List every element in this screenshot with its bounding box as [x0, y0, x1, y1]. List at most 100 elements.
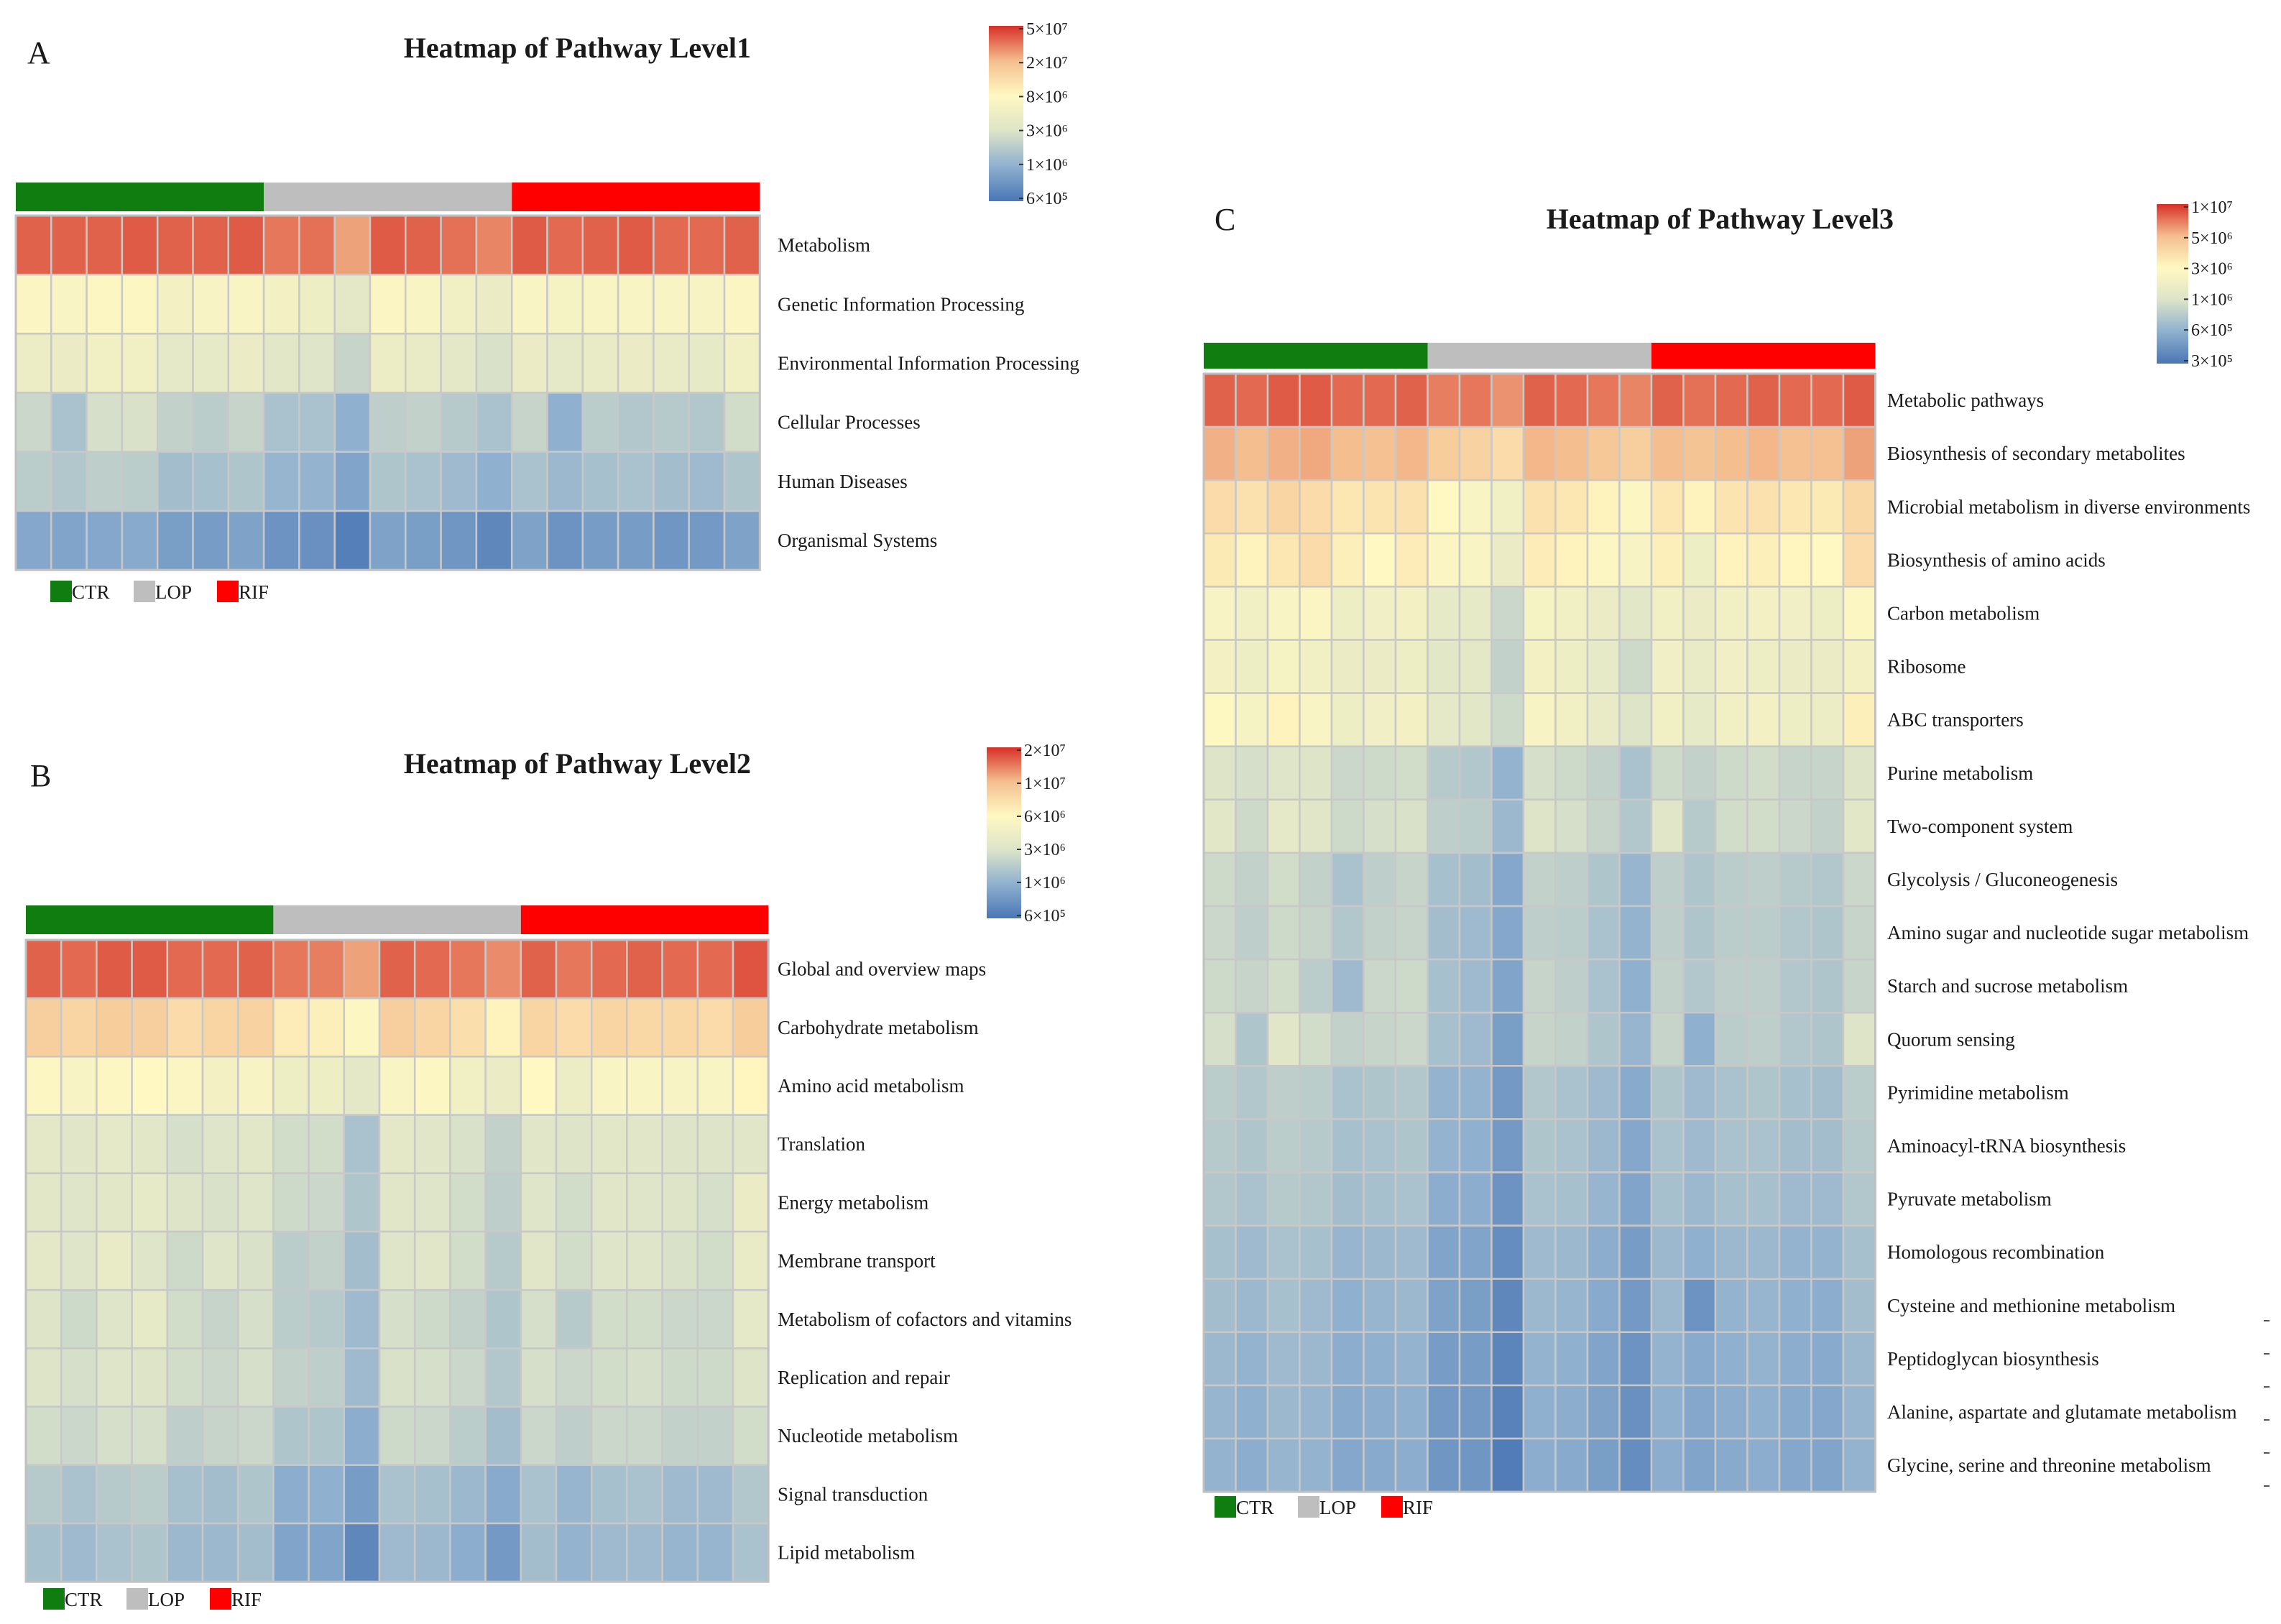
heatmap-cell: [369, 273, 407, 335]
heatmap-cell: [1554, 852, 1589, 908]
heatmap-cell: [1618, 905, 1653, 961]
heatmap-cell: [298, 273, 336, 335]
heatmap-cell: [1650, 1065, 1685, 1120]
heatmap-cell: [1363, 586, 1397, 641]
heatmap-cell: [1266, 905, 1301, 961]
heatmap-cell: [1778, 425, 1812, 481]
heatmap-cell: [696, 1230, 734, 1291]
heatmap-cell: [1682, 798, 1717, 854]
heatmap-cell: [1330, 586, 1365, 641]
heatmap-cell: [1522, 1065, 1557, 1120]
heatmap-cell: [1778, 1437, 1812, 1493]
heatmap-cell: [1554, 745, 1589, 801]
heatmap-cell: [1650, 1278, 1685, 1334]
heatmap-cell: [1266, 1065, 1301, 1120]
row-label: Organismal Systems: [778, 530, 937, 551]
heatmap-cell: [96, 997, 133, 1058]
heatmap-cell: [510, 509, 548, 571]
legend-label-lop: LOP: [148, 1589, 185, 1610]
heatmap-cell: [1714, 425, 1748, 481]
legend-label-rif: RIF: [1403, 1497, 1433, 1518]
heatmap-cell: [1330, 479, 1365, 535]
heatmap-cell: [1586, 1384, 1621, 1440]
heatmap-cell: [378, 997, 416, 1058]
heatmap-cell: [1394, 372, 1429, 428]
heatmap-cell: [1330, 532, 1365, 588]
heatmap-cell: [1235, 852, 1269, 908]
heatmap-cell: [1842, 1278, 1876, 1334]
heatmap-cell: [1618, 1278, 1653, 1334]
heatmap-cell: [1842, 639, 1876, 694]
heatmap-cell: [1810, 1278, 1845, 1334]
heatmap-cell: [1842, 532, 1876, 588]
heatmap-cell: [24, 1464, 63, 1525]
heatmap-cell: [1427, 479, 1461, 535]
heatmap-cell: [201, 1056, 239, 1116]
heatmap-cell: [369, 509, 407, 571]
heatmap-cell: [192, 451, 230, 512]
legend-swatch-ctr: [50, 581, 72, 602]
heatmap-cell: [1842, 905, 1876, 961]
heatmap-cell: [484, 1172, 522, 1233]
heatmap-cell: [617, 451, 655, 512]
colorbar-tick-label: 5×10⁶: [2191, 229, 2233, 248]
heatmap-cell: [272, 938, 310, 1000]
heatmap-cell: [546, 451, 584, 512]
heatmap-cell: [661, 1172, 699, 1233]
heatmap-cell: [510, 333, 548, 394]
row-label: Quorum sensing: [1887, 1028, 2015, 1050]
heatmap-cell: [156, 214, 194, 276]
heatmap-cell: [192, 392, 230, 453]
heatmap-cell: [1427, 745, 1461, 801]
heatmap-cell: [405, 451, 442, 512]
heatmap-cell: [1650, 425, 1685, 481]
heatmap-cell: [1746, 692, 1781, 747]
row-label: Alanine, aspartate and glutamate metabol…: [1887, 1401, 2237, 1423]
heatmap-cell: [1810, 1437, 1845, 1493]
heatmap-cell: [131, 1406, 169, 1467]
heatmap-cell: [24, 1172, 63, 1233]
heatmap-cell: [617, 333, 655, 394]
legend-label-ctr: CTR: [72, 581, 110, 603]
heatmap-cell: [405, 392, 442, 453]
heatmap-cell: [449, 1406, 487, 1467]
heatmap-cell: [1330, 1118, 1365, 1173]
colorbar-tick-label: 1×10⁶: [2191, 290, 2233, 309]
heatmap-cell: [121, 451, 159, 512]
heatmap-cell: [510, 451, 548, 512]
heatmap-cell: [272, 1522, 310, 1583]
heatmap-cell: [661, 1230, 699, 1291]
heatmap-cell: [546, 333, 584, 394]
heatmap-cell: [413, 1172, 451, 1233]
heatmap-cell: [1714, 586, 1748, 641]
heatmap-cell: [626, 1406, 663, 1467]
panel-a: A Heatmap of Pathway Level1 Metabolism Gene…: [14, 20, 1079, 603]
heatmap-cell: [1554, 1224, 1589, 1280]
heatmap-cell: [1778, 798, 1812, 854]
row-label: Replication and repair: [778, 1367, 950, 1388]
heatmap-cell: [1235, 1171, 1269, 1227]
heatmap-cell: [475, 509, 513, 571]
heatmap-cell: [405, 333, 442, 394]
heatmap-cell: [1714, 1118, 1748, 1173]
heatmap-cell: [14, 214, 52, 276]
heatmap-cell: [1330, 852, 1365, 908]
heatmap-cell: [1394, 639, 1429, 694]
heatmap-cell: [236, 1172, 275, 1233]
heatmap-cell: [1778, 639, 1812, 694]
heatmap-cell: [1746, 425, 1781, 481]
heatmap-cell: [1778, 852, 1812, 908]
heatmap-cell: [1778, 1278, 1812, 1334]
row-label: Metabolic pathways: [1887, 389, 2044, 411]
heatmap-cell: [369, 392, 407, 453]
heatmap-cell: [1299, 692, 1333, 747]
colorbar-tick-label: 2×10⁷: [1024, 742, 1066, 760]
heatmap-cell: [308, 938, 346, 1000]
heatmap-cell: [1842, 372, 1876, 428]
heatmap-cell: [343, 1288, 381, 1350]
heatmap-cell: [1586, 425, 1621, 481]
heatmap-cell: [661, 1114, 699, 1175]
colorbar-tick-label: 1×10⁶: [1024, 874, 1066, 892]
heatmap-cell: [1202, 586, 1237, 641]
heatmap-cell: [1235, 425, 1269, 481]
